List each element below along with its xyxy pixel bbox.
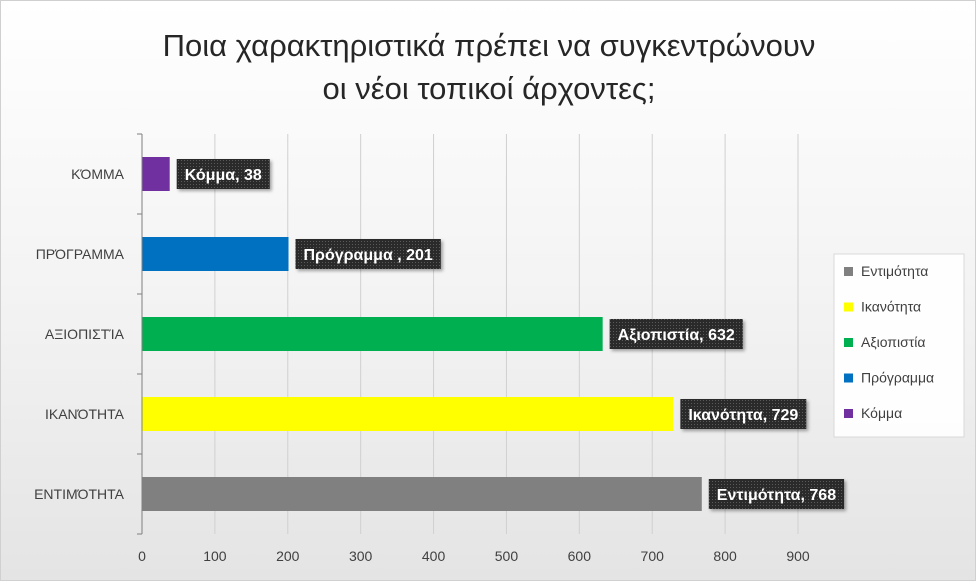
bar — [142, 237, 289, 271]
x-tick-label: 100 — [203, 548, 227, 564]
bar — [142, 477, 702, 511]
x-tick-label: 900 — [786, 548, 810, 564]
data-label: Ικανότητα, 729 — [680, 399, 807, 429]
bar — [142, 397, 674, 431]
data-labels: Κόμμα, 38 Πρόγραμμα , 201 Αξιοπιστία, 632 Ι… — [176, 159, 845, 509]
legend-swatch — [844, 373, 853, 383]
data-label-box — [295, 239, 441, 269]
data-label-box — [609, 319, 743, 349]
legend-label: Ικανότητα — [861, 299, 921, 315]
data-label-text: Κόμμα, 38 — [185, 167, 262, 184]
bar — [142, 157, 170, 191]
legend-swatch — [844, 302, 853, 312]
category-label: ΑΞΙΟΠΙΣΤΊΑ — [45, 326, 125, 342]
x-tick-label: 0 — [138, 548, 146, 564]
data-label-text: Εντιμότητα, 768 — [717, 487, 836, 504]
x-tick-label: 400 — [422, 548, 446, 564]
chart-title-line-2: οι νέοι τοπικοί άρχοντες; — [323, 71, 656, 106]
legend-label: Εντιμότητα — [861, 263, 928, 279]
legend-label: Πρόγραμμα — [861, 370, 934, 386]
x-tick-label: 600 — [568, 548, 592, 564]
data-label: Εντιμότητα, 768 — [708, 479, 845, 509]
legend: Εντιμότητα Ικανότητα Αξιοπιστία Πρόγραμμα Κό… — [833, 253, 965, 438]
x-tick-label: 700 — [641, 548, 665, 564]
category-label: ΠΡΌΓΡΑΜΜΑ — [36, 246, 125, 262]
x-tick-label: 300 — [349, 548, 373, 564]
legend-box — [833, 253, 965, 438]
bars — [142, 157, 702, 511]
data-label-box — [176, 159, 270, 189]
legend-label: Κόμμα — [861, 405, 902, 421]
x-tick-label: 800 — [713, 548, 737, 564]
data-label: Πρόγραμμα , 201 — [295, 239, 441, 269]
category-label: ΕΝΤΙΜΌΤΗΤΑ — [34, 486, 125, 502]
legend-swatch — [844, 338, 853, 347]
data-label-box — [680, 399, 807, 429]
legend-label: Αξιοπιστία — [861, 334, 925, 350]
data-label-text: Αξιοπιστία, 632 — [618, 327, 735, 344]
x-tick-label: 200 — [276, 548, 300, 564]
axes: 0 100 200 300 400 500 600 700 800 900 ΚΌΜΜΑ ΠΡΌΓΡΑΜ… — [34, 133, 810, 564]
legend-swatch — [844, 409, 853, 418]
bar — [142, 317, 603, 351]
chart-title-line-1: Ποια χαρακτηριστικά πρέπει να συγκεντρών… — [163, 28, 816, 63]
data-label-text: Πρόγραμμα , 201 — [304, 247, 433, 264]
data-label-box — [708, 479, 845, 509]
data-label-text: Ικανότητα, 729 — [688, 407, 798, 424]
legend-swatch — [844, 267, 853, 276]
category-label: ΙΚΑΝΌΤΗΤΑ — [45, 406, 125, 422]
data-label: Αξιοπιστία, 632 — [609, 319, 743, 349]
x-tick-label: 500 — [495, 548, 519, 564]
data-label: Κόμμα, 38 — [176, 159, 270, 189]
category-label: ΚΌΜΜΑ — [71, 166, 125, 182]
